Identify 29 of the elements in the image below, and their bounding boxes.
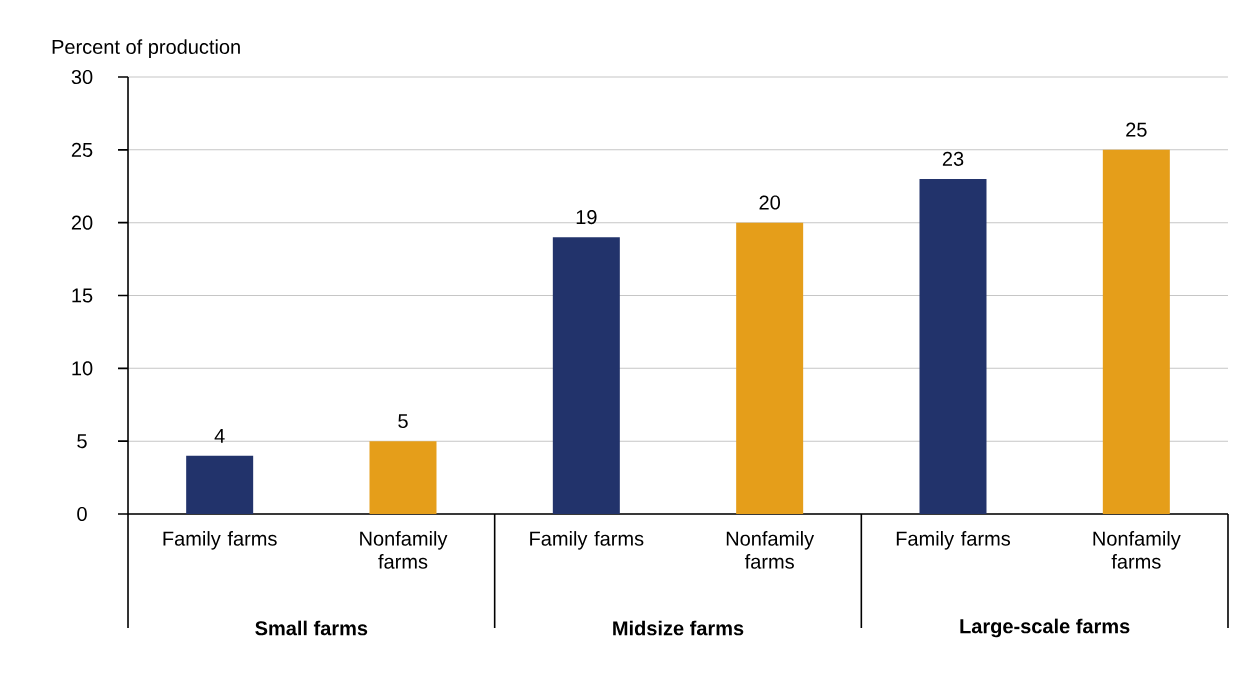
y-tick-label: 0 [77, 506, 87, 522]
bar [369, 441, 437, 515]
bar [186, 455, 254, 515]
x-tick-label: Family farms [530, 531, 644, 550]
bar [919, 178, 987, 515]
bar [1102, 149, 1170, 515]
y-axis-title: Percent of production [52, 39, 240, 58]
y-tick-label: 30 [71, 69, 93, 85]
text: Midsize farms [613, 620, 744, 636]
y-tick-label: 15 [72, 288, 93, 303]
text: Small farms [255, 620, 368, 636]
y-tick-label: 10 [72, 361, 93, 376]
data-label: 20 [759, 195, 781, 210]
bar [736, 222, 804, 515]
y-tick-label: 25 [71, 142, 93, 157]
text: Large-scale farms [960, 618, 1130, 638]
x-tick-label: Nonfamily farms [360, 531, 448, 569]
x-tick-label: Nonfamily farms [1093, 531, 1181, 569]
data-label: 25 [1126, 122, 1147, 137]
x-tick-label: Family farms [163, 531, 277, 550]
bar [552, 237, 620, 515]
data-label: 23 [942, 151, 964, 166]
x-tick-label: Nonfamily farms [726, 531, 815, 569]
data-label: 5 [398, 414, 408, 429]
x-tick-label: Family farms [896, 531, 1011, 550]
y-tick-label: 20 [71, 215, 93, 230]
data-label: 4 [214, 428, 225, 443]
data-label: 19 [576, 210, 597, 225]
y-tick-label: 5 [77, 434, 87, 449]
